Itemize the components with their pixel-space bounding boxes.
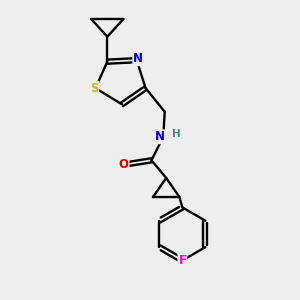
Text: H: H <box>172 129 181 139</box>
Text: S: S <box>90 82 98 95</box>
Text: N: N <box>155 130 165 143</box>
Text: O: O <box>118 158 128 171</box>
Text: F: F <box>178 254 186 267</box>
Text: N: N <box>133 52 143 65</box>
